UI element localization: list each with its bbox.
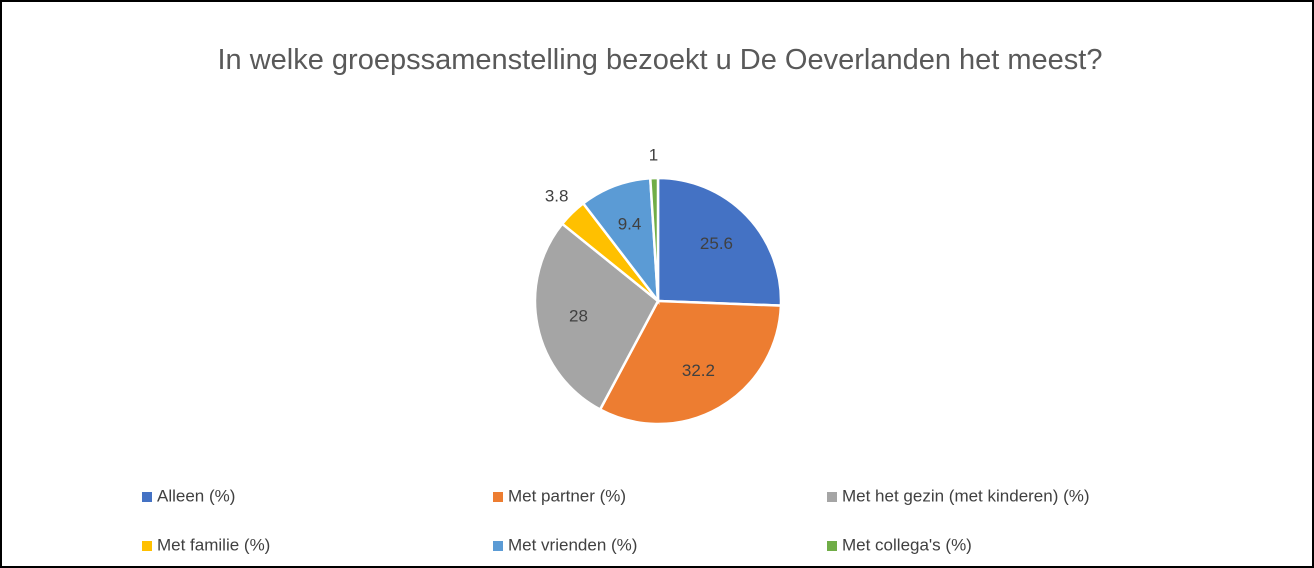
pie-slice [533,222,660,412]
legend-label: Met vrienden (%) [508,535,637,554]
legend-label: Met collega's (%) [842,535,972,554]
legend-swatch [142,492,152,502]
legend-swatch [493,492,503,502]
legend-swatch [142,541,152,551]
data-label: 32.2 [682,361,715,380]
data-label: 3.8 [545,187,569,206]
pie-slice [656,176,783,307]
chart-title: In welke groepssamenstelling bezoekt u D… [217,44,1103,76]
legend-label: Met familie (%) [157,535,270,554]
legend-swatch [827,541,837,551]
legend-swatch [827,492,837,502]
pie-slice [598,299,783,426]
legend-swatch [493,541,503,551]
legend-label: Met het gezin (met kinderen) (%) [842,486,1090,505]
data-label: 28 [569,307,588,326]
legend-label: Met partner (%) [508,486,626,505]
pie-slice [648,176,660,302]
data-label: 9.4 [618,214,642,233]
data-label: 25.6 [700,234,733,253]
data-label: 1 [649,145,658,164]
legend-label: Alleen (%) [157,486,235,505]
